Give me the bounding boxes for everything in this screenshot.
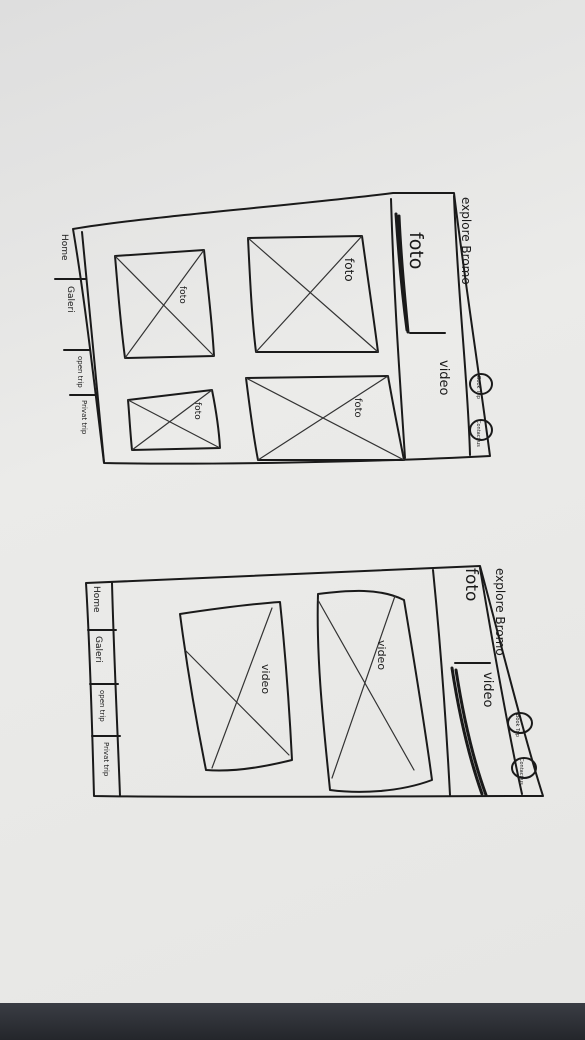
tile-label: foto	[192, 402, 202, 420]
nav-open-trip[interactable]: open trip	[98, 690, 106, 722]
nav-privat-trip[interactable]: Privat trip	[102, 742, 110, 777]
nav-privat-trip[interactable]: Privat trip	[80, 400, 88, 435]
tile-label: video	[375, 640, 388, 670]
tab-divider	[432, 569, 451, 796]
tab-video[interactable]: video	[436, 360, 451, 396]
app-title: explore Bromo	[493, 568, 507, 656]
book-trip-label: Book Trip	[514, 714, 520, 737]
nav-open-trip[interactable]: open trip	[76, 356, 84, 388]
book-trip-button[interactable]	[507, 712, 533, 734]
tab-underline-video	[450, 666, 488, 797]
video-tile[interactable]: video	[316, 589, 433, 793]
tab-divider	[390, 198, 406, 459]
phone-frame	[72, 192, 491, 465]
tab-foto[interactable]: foto	[405, 232, 427, 269]
wireframe-video: explore Bromo Book Trip Contact us foto …	[85, 565, 544, 798]
contact-us-label: Contact us	[518, 758, 524, 785]
tab-underline-foto	[394, 212, 410, 334]
contact-us-label: Contact us	[475, 420, 481, 447]
paper-sheet	[0, 0, 585, 1005]
tile-label: foto	[342, 258, 356, 282]
tab-foto[interactable]: foto	[461, 568, 481, 601]
wireframe-sketches: explore Bromo Book Trip Contact us foto …	[54, 192, 544, 798]
tile-label: foto	[352, 398, 363, 418]
wireframe-foto: explore Bromo Book Trip Contact us foto …	[54, 192, 493, 465]
tab-video[interactable]: video	[480, 672, 495, 708]
tile-label: foto	[177, 286, 187, 304]
bottom-nav-divider	[81, 231, 105, 463]
nav-galeri[interactable]: Galeri	[65, 286, 75, 313]
photo-tile[interactable]: foto	[247, 235, 379, 353]
photo-tile[interactable]: foto	[245, 375, 405, 461]
tile-label: video	[259, 664, 272, 694]
video-tile[interactable]: video	[179, 601, 293, 772]
nav-home[interactable]: Home	[91, 586, 101, 613]
contact-us-button[interactable]	[469, 419, 493, 441]
header-divider	[453, 195, 471, 456]
book-trip-label: Book Trip	[475, 376, 481, 399]
bottom-nav-divider	[111, 582, 121, 797]
floor-background	[0, 1003, 585, 1040]
photo-tile[interactable]: foto	[114, 249, 215, 359]
header-divider	[479, 567, 523, 795]
book-trip-button[interactable]	[469, 373, 493, 395]
nav-home[interactable]: Home	[59, 234, 69, 261]
nav-galeri[interactable]: Galeri	[93, 636, 103, 663]
phone-frame	[85, 565, 544, 798]
photo-tile[interactable]: foto	[127, 389, 221, 451]
app-title: explore Bromo	[459, 197, 473, 285]
contact-us-button[interactable]	[511, 757, 537, 779]
